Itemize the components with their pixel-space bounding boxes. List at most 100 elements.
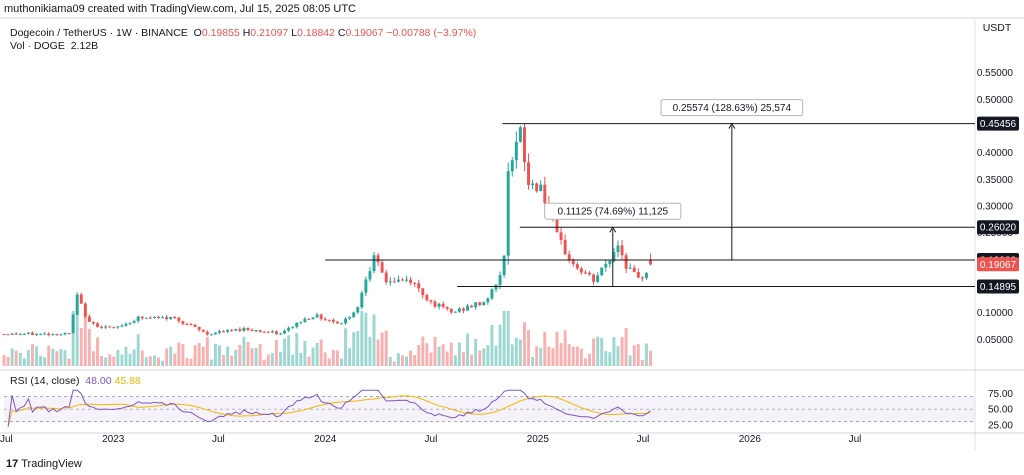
- candle-body: [388, 281, 392, 283]
- y-tick-label: 0.05000: [977, 335, 1014, 346]
- candle-body: [152, 316, 156, 318]
- last-price-tag: [977, 257, 1019, 272]
- volume-bar: [624, 328, 628, 366]
- candle-body: [201, 329, 205, 332]
- volume-bar: [307, 356, 311, 366]
- candle-body: [108, 326, 112, 328]
- x-tick-label: 2023: [102, 434, 125, 445]
- candle-body: [490, 289, 494, 299]
- candle-body: [161, 317, 165, 319]
- rsi-ma-value: 45.88: [114, 375, 141, 387]
- candle-body: [71, 314, 75, 334]
- volume-bar: [567, 344, 571, 366]
- volume-bar: [266, 354, 270, 366]
- x-tick-label: Jul: [849, 434, 862, 445]
- x-tick-label: Jul: [425, 434, 438, 445]
- volume-label[interactable]: Vol · DOGE: [10, 40, 65, 52]
- candle-body: [575, 264, 579, 269]
- candle-body: [352, 312, 356, 318]
- candle-body: [165, 317, 169, 320]
- currency-label[interactable]: USDT: [982, 22, 1012, 34]
- volume-bar: [246, 342, 250, 366]
- volume-bar: [205, 337, 209, 366]
- volume-bar: [616, 346, 620, 366]
- candle-body: [583, 272, 587, 274]
- volume-bar: [197, 342, 201, 366]
- volume-bar: [453, 355, 457, 366]
- x-tick-label: Jul: [212, 434, 225, 445]
- candle-body: [104, 326, 108, 328]
- volume-bar: [543, 331, 547, 366]
- volume-bar: [30, 344, 34, 366]
- candle-body: [579, 268, 583, 273]
- candle-body: [506, 171, 510, 256]
- volume-bar: [201, 346, 205, 366]
- volume-bar: [608, 352, 612, 366]
- credit-text: muthonikiama09 created with TradingView.…: [4, 3, 356, 15]
- volume-bar: [177, 342, 181, 366]
- candle-body: [531, 183, 535, 186]
- volume-bar: [254, 347, 258, 366]
- candle-body: [35, 333, 38, 335]
- volume-bar: [563, 330, 567, 366]
- candle-body: [291, 326, 295, 328]
- measure-label: 0.25574 (128.63%) 25,574: [673, 103, 792, 114]
- candle-body: [169, 316, 173, 320]
- volume-bar: [222, 354, 226, 366]
- volume-bar: [193, 345, 197, 366]
- volume-bar: [405, 356, 409, 366]
- volume-bar: [571, 346, 575, 366]
- candle-body: [83, 303, 87, 317]
- candle-body: [474, 302, 478, 308]
- price-level-label: 0.14895: [980, 282, 1017, 293]
- volume-bar: [43, 357, 47, 366]
- candle-body: [514, 141, 518, 161]
- volume-bar: [270, 353, 274, 366]
- candle-body: [470, 305, 474, 308]
- volume-bar: [63, 350, 67, 366]
- rsi-label[interactable]: RSI (14, close): [10, 375, 80, 387]
- volume-bar: [250, 348, 254, 366]
- volume-bar: [83, 311, 87, 366]
- volume-bar: [384, 330, 388, 366]
- candle-body: [39, 333, 43, 335]
- candle-body: [100, 326, 104, 328]
- y-tick-label: 0.10000: [977, 308, 1014, 319]
- volume-bar: [640, 359, 644, 366]
- volume-bar: [551, 348, 555, 366]
- volume-bar: [628, 355, 632, 366]
- volume-bar: [242, 336, 246, 366]
- volume-bar: [462, 351, 465, 366]
- candle-body: [502, 255, 506, 276]
- candle-body: [392, 281, 396, 283]
- y-tick-label: 0.35000: [977, 175, 1014, 186]
- candle-body: [59, 334, 63, 336]
- measure-box: [544, 202, 682, 220]
- candle-body: [649, 260, 652, 265]
- volume-bar: [71, 311, 75, 366]
- candle-body: [238, 329, 242, 331]
- candle-body: [405, 279, 409, 281]
- volume-bar: [299, 352, 303, 366]
- candle-body: [616, 245, 620, 253]
- volume-bar: [136, 334, 140, 366]
- volume-bar: [392, 361, 396, 366]
- volume-bar: [39, 355, 43, 366]
- volume-bar: [132, 349, 136, 366]
- volume-bar: [527, 329, 530, 366]
- volume-bar: [340, 358, 343, 366]
- volume-bar: [449, 342, 453, 366]
- rsi-band: [4, 396, 975, 422]
- low-label: L: [291, 27, 298, 39]
- volume-bar: [474, 338, 478, 366]
- volume-bar: [18, 352, 22, 366]
- symbol-name[interactable]: Dogecoin / TetherUS · 1W · BINANCE: [10, 27, 188, 39]
- candle-body: [604, 263, 608, 268]
- candle-body: [295, 322, 299, 327]
- candle-body: [376, 255, 380, 263]
- volume-bar: [6, 356, 10, 366]
- candle-body: [636, 272, 640, 278]
- volume-bar: [490, 324, 494, 366]
- volume-bar: [165, 348, 169, 366]
